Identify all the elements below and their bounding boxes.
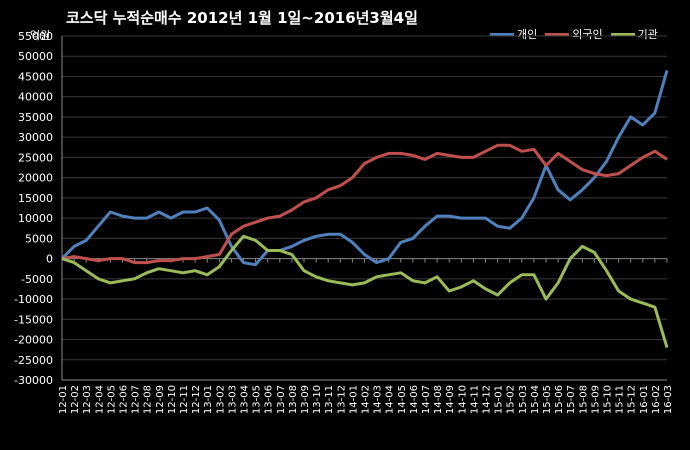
x-tick-label: 12-05 bbox=[106, 385, 117, 414]
x-tick-label: 13-11 bbox=[324, 385, 335, 414]
x-tick-label: 15-11 bbox=[615, 385, 626, 414]
x-tick-label: 13-03 bbox=[227, 385, 238, 414]
x-tick-label: 14-04 bbox=[385, 385, 396, 414]
legend-label-foreign: 외국인 bbox=[572, 28, 603, 41]
y-axis-unit: 억원 bbox=[30, 29, 51, 42]
x-tick-label: 12-08 bbox=[143, 385, 154, 414]
x-tick-label: 12-06 bbox=[119, 385, 130, 414]
y-tick-label: -15000 bbox=[14, 313, 53, 326]
x-tick-label: 15-05 bbox=[542, 385, 553, 414]
x-tick-label: 13-08 bbox=[288, 385, 299, 414]
series-line-2 bbox=[61, 234, 669, 349]
x-tick-label: 14-06 bbox=[409, 385, 420, 414]
legend-item-individual: 개인 bbox=[490, 26, 537, 42]
y-tick-label: -10000 bbox=[14, 293, 53, 306]
legend-swatch-foreign bbox=[545, 32, 570, 36]
y-tick-label: 55000 bbox=[18, 30, 53, 43]
x-tick-label: 15-03 bbox=[518, 385, 529, 414]
x-tick-label: 12-07 bbox=[131, 385, 142, 414]
y-tick-label: 35000 bbox=[18, 111, 53, 124]
y-tick-label: 10000 bbox=[18, 212, 53, 225]
x-tick-label: 14-07 bbox=[421, 385, 432, 414]
x-tick-label: 16-01 bbox=[639, 385, 650, 414]
y-tick-label: 0 bbox=[46, 253, 53, 266]
legend-swatch-institution bbox=[610, 32, 635, 36]
legend-label-institution: 기관 bbox=[637, 28, 658, 41]
y-tick-label: 20000 bbox=[18, 172, 53, 185]
x-tick-label: 14-10 bbox=[457, 385, 468, 414]
x-tick-label: 12-02 bbox=[70, 385, 81, 414]
x-tick-label: 12-04 bbox=[94, 385, 105, 414]
x-tick-label: 14-05 bbox=[397, 385, 408, 414]
x-tick-label: 12-10 bbox=[167, 385, 178, 414]
x-tick-label: 14-02 bbox=[361, 385, 372, 414]
legend: 개인 외국인 기관 bbox=[490, 26, 658, 42]
x-tick-label: 15-10 bbox=[603, 385, 614, 414]
x-tick-label: 14-01 bbox=[348, 385, 359, 414]
x-tick-label: 15-12 bbox=[627, 385, 638, 414]
y-tick-label: 45000 bbox=[18, 70, 53, 83]
y-tick-label: 25000 bbox=[18, 151, 53, 164]
x-tick-label: 15-02 bbox=[506, 385, 517, 414]
x-tick-label: 13-07 bbox=[276, 385, 287, 414]
y-tick-label: 15000 bbox=[18, 192, 53, 205]
x-tick-label: 13-06 bbox=[264, 385, 275, 414]
y-tick-label: -5000 bbox=[21, 273, 53, 286]
x-tick-label: 15-04 bbox=[530, 385, 541, 414]
x-tick-label: 16-03 bbox=[663, 385, 674, 414]
x-tick-label: 15-08 bbox=[578, 385, 589, 414]
y-tick-label: -30000 bbox=[14, 374, 53, 387]
x-tick-label: 12-11 bbox=[179, 385, 190, 414]
x-tick-label: 12-12 bbox=[191, 385, 202, 414]
x-tick-label: 12-03 bbox=[82, 385, 93, 414]
y-tick-label: 30000 bbox=[18, 131, 53, 144]
x-tick-label: 13-09 bbox=[300, 385, 311, 414]
x-tick-label: 16-02 bbox=[651, 385, 662, 414]
legend-label-individual: 개인 bbox=[517, 28, 538, 41]
x-tick-label: 14-09 bbox=[445, 385, 456, 414]
x-tick-label: 13-02 bbox=[215, 385, 226, 414]
chart-title: 코스닥 누적순매수 2012년 1월 1일~2016년3월4일 bbox=[66, 9, 418, 27]
y-tick-label: 40000 bbox=[18, 91, 53, 104]
x-tick-label: 15-06 bbox=[554, 385, 565, 414]
series-line-0 bbox=[60, 69, 669, 267]
y-tick-label: 5000 bbox=[25, 232, 53, 245]
x-tick-label: 13-12 bbox=[336, 385, 347, 414]
x-tick-label: 15-01 bbox=[494, 385, 505, 414]
x-tick-label: 13-05 bbox=[252, 385, 263, 414]
x-tick-label: 15-07 bbox=[566, 385, 577, 414]
series-line-1 bbox=[61, 143, 668, 265]
x-tick-label: 13-01 bbox=[203, 385, 214, 414]
x-tick-label: 12-09 bbox=[155, 385, 166, 414]
legend-item-institution: 기관 bbox=[610, 26, 658, 42]
y-tick-label: 50000 bbox=[18, 50, 53, 63]
legend-swatch-individual bbox=[490, 32, 514, 36]
legend-item-foreign: 외국인 bbox=[545, 26, 603, 42]
x-tick-label: 14-03 bbox=[373, 385, 384, 414]
x-tick-label: 14-12 bbox=[482, 385, 493, 414]
x-tick-label: 13-10 bbox=[312, 385, 323, 414]
y-tick-label: -25000 bbox=[14, 354, 53, 367]
x-tick-label: 15-09 bbox=[590, 385, 601, 414]
x-tick-label: 14-11 bbox=[469, 385, 480, 414]
x-tick-label: 13-04 bbox=[240, 385, 251, 414]
y-tick-label: -20000 bbox=[14, 334, 53, 347]
x-tick-label: 14-08 bbox=[433, 385, 444, 414]
x-tick-label: 12-01 bbox=[58, 385, 69, 414]
